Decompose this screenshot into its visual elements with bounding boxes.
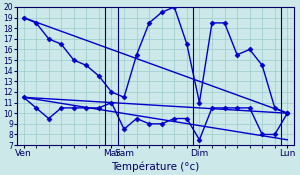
X-axis label: Température (°c): Température (°c) xyxy=(111,161,200,172)
